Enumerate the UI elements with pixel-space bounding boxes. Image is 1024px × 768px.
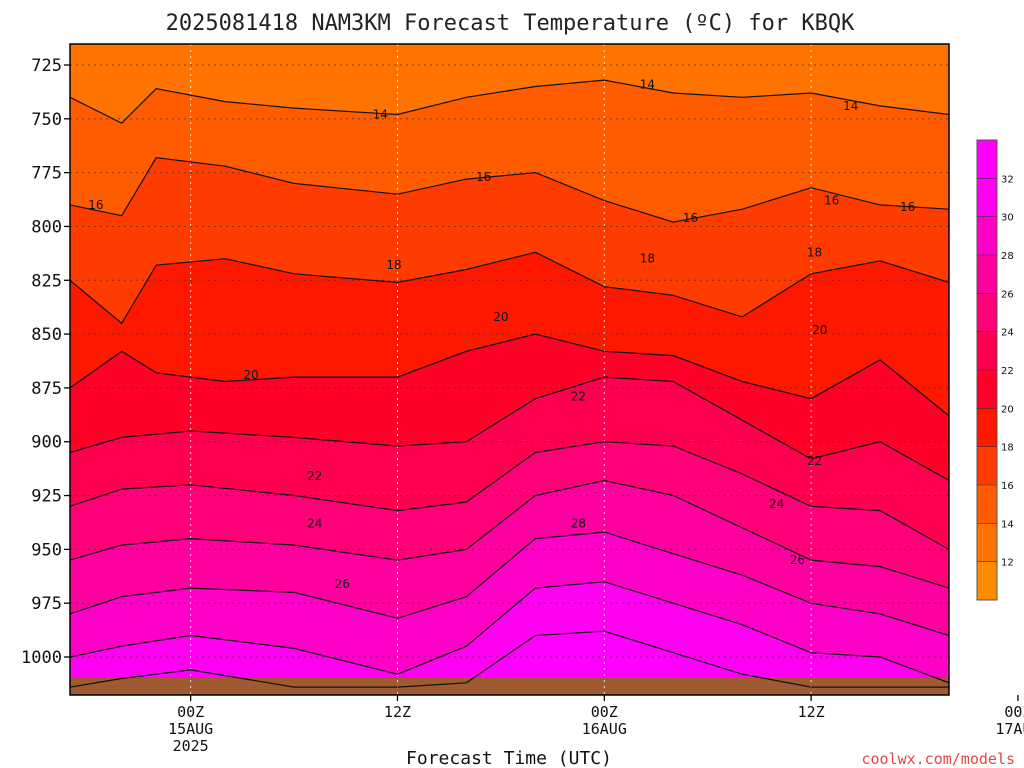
contour-line-32 [70,630,949,688]
contour-lines: 14 14 14 16 16 16 16 16 18 18 18 20 20 20 22 22 22 24 24 26… [70,77,949,688]
contour-line-22 [70,376,949,482]
contour-label: 16 [683,211,698,225]
contour-label: 14 [640,77,655,91]
contour-line-28 [70,531,949,637]
contour-label: 18 [386,258,401,272]
contour-label: 24 [769,497,784,511]
contour-label: 14 [373,108,388,122]
legend-label: 12 [1001,558,1014,569]
x-tick-label: 2025 [173,737,209,755]
ground-surface [70,678,949,695]
chart-title: 2025081418 NAM3KM Forecast Temperature (… [166,11,856,36]
contour-label: 16 [900,200,915,214]
x-axis-title: Forecast Time (UTC) [406,748,612,768]
legend-swatch [977,178,997,217]
legend-label: 14 [1001,519,1014,530]
contour-label: 14 [843,99,858,113]
contour-label: 18 [640,252,655,266]
y-tick-label: 825 [31,271,62,291]
x-tick-label: 00Z [591,703,618,721]
x-tick-label: 00Z [177,703,204,721]
contour-line-20 [70,333,949,417]
x-tick-label: 15AUG [168,720,213,738]
y-tick-label: 1000 [21,648,62,668]
x-tick-label: 17AUG [995,720,1024,738]
axes: 725 750 775 800 825 850 875 900 925 950 975 1000 00Z… [21,56,1024,755]
contour-line-18 [70,251,949,325]
legend-swatch [977,255,997,294]
contour-label: 18 [807,245,822,259]
x-tick-label: 12Z [798,703,825,721]
contour-label: 24 [307,517,322,531]
legend-swatch [977,216,997,255]
y-tick-label: 725 [31,56,62,76]
legend-swatch [977,446,997,485]
contour-label: 22 [307,469,322,483]
x-tick-label: 16AUG [582,720,627,738]
plot-area [70,44,949,695]
legend-label: 16 [1001,481,1014,492]
contour-line-26 [70,479,949,589]
plot-frame [69,43,950,696]
y-tick-label: 750 [31,110,62,130]
y-tick-label: 900 [31,433,62,453]
legend-label: 20 [1001,404,1014,415]
contour-label: 16 [824,194,839,208]
legend-label: 22 [1001,366,1014,377]
legend-label: 26 [1001,289,1014,300]
contour-line-24 [70,441,949,550]
legend-swatch [977,561,997,600]
y-tick-label: 775 [31,164,62,184]
contour-label: 26 [790,553,805,567]
y-tick-label: 975 [31,594,62,614]
legend-swatch [977,485,997,524]
y-tick-label: 850 [31,325,62,345]
contour-label: 20 [812,323,827,337]
temperature-band-30 [70,581,949,695]
y-tick-label: 950 [31,540,62,560]
contour-label: 20 [243,368,258,382]
legend-swatch [977,408,997,447]
x-tick-label: 12Z [384,703,411,721]
grid-lines [70,44,949,695]
contour-line-16 [70,156,949,223]
legend-label: 32 [1001,174,1014,185]
contour-label: 20 [493,310,508,324]
contour-label: 16 [88,198,103,212]
legend-label: 18 [1001,443,1014,454]
legend-swatch [977,293,997,332]
contour-label: 22 [807,454,822,468]
legend-swatch [977,370,997,409]
contour-label: 22 [571,390,586,404]
y-tick-label: 875 [31,379,62,399]
legend-label: 24 [1001,328,1014,339]
legend-label: 28 [1001,251,1014,262]
contour-label: 28 [571,517,586,531]
legend-swatch [977,523,997,562]
contour-label: 26 [335,577,350,591]
x-tick-label: 00Z [1004,703,1024,721]
contour-line-14 [70,79,949,124]
legend-label: 30 [1001,213,1014,224]
legend-swatch [977,140,997,179]
legend-swatch [977,331,997,370]
y-tick-label: 800 [31,217,62,237]
contour-label: 16 [476,170,491,184]
y-tick-label: 925 [31,487,62,507]
contour-line-30 [70,581,949,684]
color-legend: 12 14 16 18 20 22 24 26 28 30 32 [976,139,1014,601]
credit-text[interactable]: coolwx.com/models [861,750,1015,768]
